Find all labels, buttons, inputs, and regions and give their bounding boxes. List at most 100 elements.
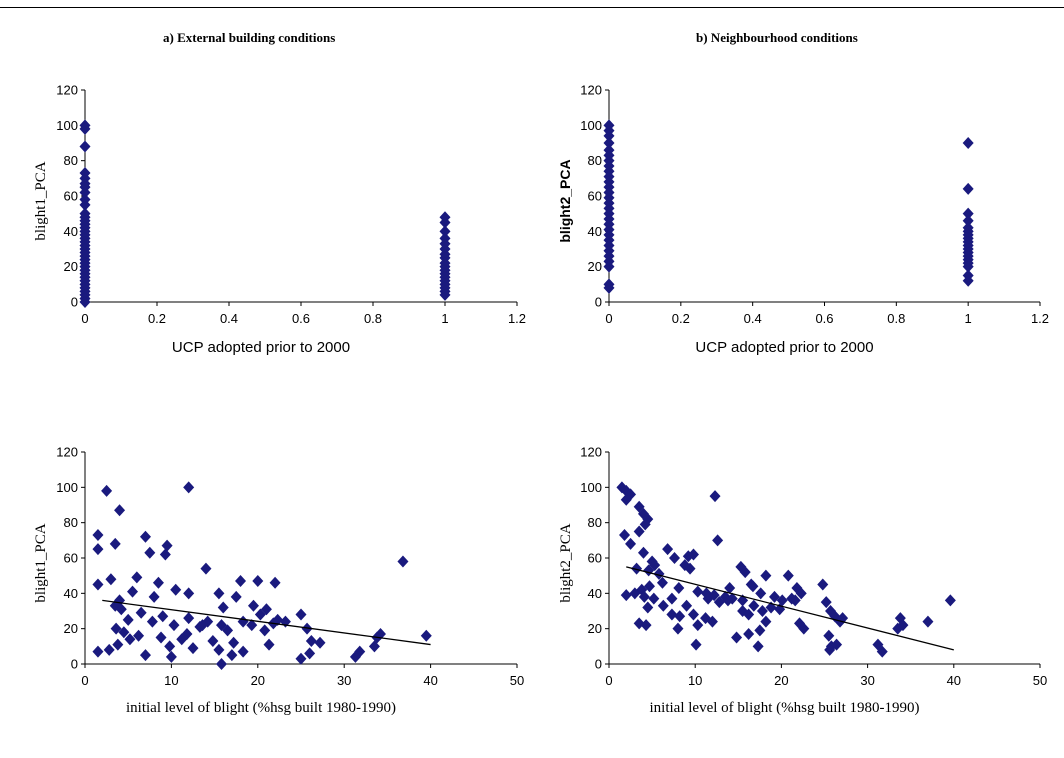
data-point — [79, 296, 91, 308]
data-point — [666, 608, 678, 621]
data-point — [755, 587, 767, 600]
data-point — [226, 649, 238, 662]
x-tick-label: 50 — [1033, 673, 1047, 688]
data-point — [752, 640, 764, 653]
data-point — [301, 622, 313, 635]
data-point — [161, 539, 173, 552]
y-tick-label: 60 — [588, 189, 602, 204]
y-tick-label: 40 — [588, 224, 602, 239]
data-point — [795, 587, 807, 600]
x-tick-label: 0.8 — [364, 311, 382, 326]
y-tick-label: 100 — [580, 480, 602, 495]
data-point — [183, 587, 195, 600]
data-point — [631, 562, 643, 575]
y-tick-label: 20 — [588, 621, 602, 636]
data-point — [110, 622, 122, 635]
x-tick-label: 20 — [774, 673, 788, 688]
data-point — [92, 543, 104, 556]
x-tick-label: 0.4 — [220, 311, 238, 326]
data-point — [228, 636, 240, 649]
data-point — [139, 530, 151, 543]
y-tick-label: 120 — [580, 445, 602, 460]
data-point — [687, 608, 699, 621]
y-tick-label: 80 — [588, 515, 602, 530]
y-axis-label: blight2_PCA — [557, 159, 573, 242]
data-point — [756, 605, 768, 617]
data-point — [79, 186, 91, 199]
data-point — [743, 627, 755, 640]
data-point — [603, 281, 615, 294]
data-point — [653, 567, 665, 580]
x-tick-label: 40 — [423, 673, 437, 688]
data-point — [629, 587, 641, 600]
data-point — [79, 140, 91, 153]
data-point — [648, 592, 660, 605]
data-point — [259, 624, 271, 637]
x-tick-label: 30 — [337, 673, 351, 688]
data-point — [603, 137, 615, 149]
data-point — [269, 576, 281, 589]
data-point — [246, 619, 258, 632]
data-point — [187, 642, 199, 655]
data-point — [620, 493, 632, 506]
data-point — [724, 582, 736, 595]
data-point — [131, 571, 143, 584]
data-point — [207, 635, 219, 648]
data-point — [962, 260, 974, 273]
data-point — [962, 182, 974, 195]
data-point — [962, 137, 974, 149]
data-point — [712, 534, 724, 547]
data-point — [620, 589, 632, 602]
x-axis-label: UCP adopted prior to 2000 — [172, 339, 350, 356]
y-axis-label: blight2_PCA — [558, 523, 574, 602]
data-point — [183, 481, 195, 494]
y-tick-label: 100 — [56, 480, 78, 495]
y-tick-label: 120 — [56, 83, 78, 98]
y-tick-label: 0 — [595, 295, 602, 310]
y-tick-label: 40 — [64, 224, 78, 239]
data-point — [672, 622, 684, 635]
data-point — [146, 615, 158, 628]
data-point — [824, 643, 836, 656]
y-tick-label: 80 — [588, 153, 602, 168]
y-tick-label: 40 — [64, 586, 78, 601]
data-point — [669, 552, 681, 564]
data-point — [252, 574, 264, 587]
data-point — [165, 650, 177, 663]
data-point — [183, 612, 195, 625]
x-tick-label: 40 — [947, 673, 961, 688]
y-tick-label: 0 — [595, 657, 602, 672]
data-point — [368, 640, 380, 653]
data-point — [115, 603, 127, 616]
trend-line — [626, 566, 954, 651]
data-point — [639, 518, 651, 531]
data-point — [139, 649, 151, 662]
x-tick-label: 0 — [605, 311, 612, 326]
data-point — [944, 594, 956, 607]
data-point — [702, 592, 714, 605]
data-point — [782, 569, 794, 582]
data-point — [420, 629, 432, 642]
data-point — [135, 606, 147, 619]
x-tick-label: 0.8 — [887, 311, 905, 326]
x-tick-label: 0 — [605, 673, 612, 688]
data-point — [892, 622, 904, 635]
data-point — [439, 225, 451, 238]
data-point — [739, 566, 751, 579]
y-tick-label: 60 — [64, 551, 78, 566]
data-point — [776, 594, 788, 607]
x-tick-label: 0.4 — [744, 311, 762, 326]
data-point — [640, 619, 652, 632]
data-point — [349, 650, 361, 663]
data-point — [754, 624, 766, 637]
data-point — [230, 590, 242, 603]
data-point — [962, 207, 974, 220]
data-point — [690, 638, 702, 651]
data-point — [235, 574, 247, 587]
data-point — [222, 624, 234, 637]
x-tick-label: 1 — [441, 311, 448, 326]
data-point — [112, 638, 124, 651]
data-point — [642, 601, 654, 614]
x-tick-label: 50 — [510, 673, 524, 688]
